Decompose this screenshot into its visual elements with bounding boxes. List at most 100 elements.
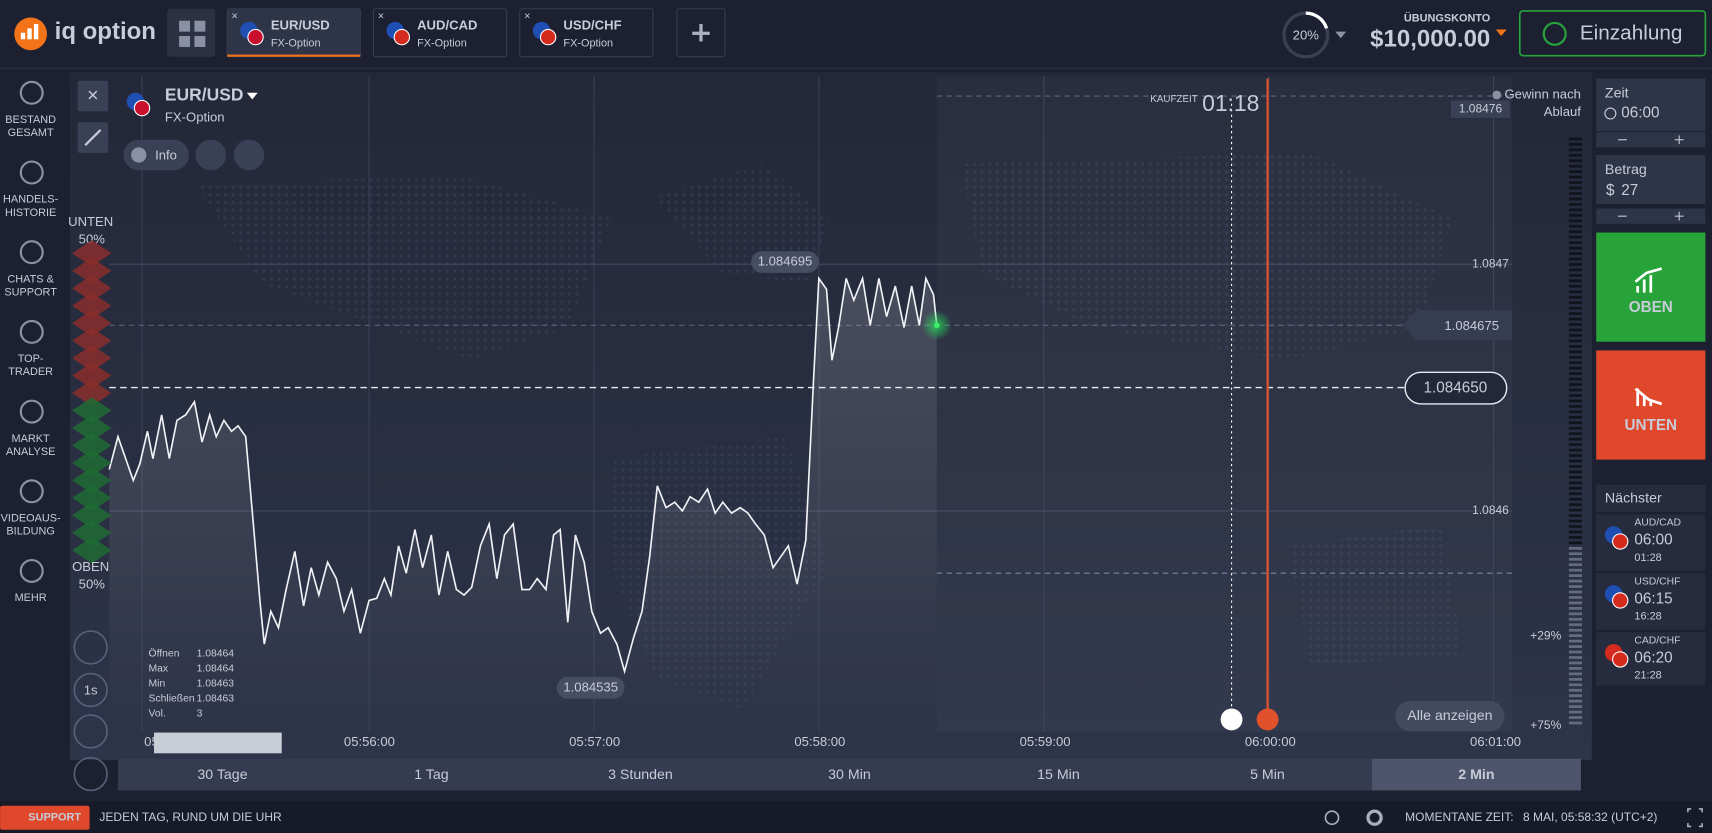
scale-tick [1568,339,1583,343]
deposit-button[interactable] [1518,10,1707,57]
sound-icon[interactable] [1324,810,1340,826]
up-icon [1634,267,1663,293]
tab-close: × [232,10,238,22]
ohlc-key: Öffnen [149,648,180,660]
collapse-icon [84,129,102,146]
scale-tick [1568,601,1583,605]
deposit-text: Einzahlung [1580,21,1683,44]
scale-tick [1568,290,1583,294]
scale-tick [1568,284,1583,288]
flag [393,28,411,46]
scale-tick [1568,623,1583,627]
currency: $ [1606,182,1615,199]
timeframe-active[interactable] [1371,758,1581,791]
scale-tick [1568,394,1583,397]
scale-tick [1568,585,1583,588]
grid-icon [194,36,206,47]
show-all-text: Alle anzeigen [1407,708,1492,724]
scale-tick [1568,536,1583,539]
tool-circle[interactable] [73,714,108,749]
sentiment-down-pct: 50% [79,232,106,247]
sidebar-label: MARKT [12,433,51,445]
fullscreen-icon[interactable] [1687,808,1703,828]
purchase-label: KAUFZEIT [1150,94,1197,105]
scale-tick [1568,497,1583,501]
timer-arc [1305,11,1329,29]
timeframe: 5 Min [1250,767,1285,783]
scale-tick [1568,596,1583,599]
price-tag [751,251,819,273]
up-text: OBEN [1629,299,1673,316]
support-button[interactable] [0,805,90,830]
tool-circle[interactable] [73,672,108,708]
sentiment-chevron [72,257,112,284]
sentiment-chevron [72,327,112,354]
price-strike: 1.084650 [1424,380,1488,397]
next-remaining: 21:28 [1634,670,1661,682]
amount-value: 27 [1621,182,1638,199]
balance-caret [1495,29,1507,37]
info-button[interactable] [123,139,189,171]
scale-tick [1568,721,1583,725]
tab[interactable] [519,8,654,58]
sidebar-label: MEHR [15,592,47,604]
strike-tag [1404,371,1508,405]
help-icon [1492,90,1502,100]
timeframe: 15 Min [1037,767,1080,783]
amount-label: Betrag [1605,162,1647,178]
sidebar-icon[interactable] [19,399,44,424]
sidebar-icon[interactable] [19,558,44,583]
timeframe-bar [117,758,1581,791]
expiry-marker [1256,708,1279,731]
scale-tick [1568,175,1583,179]
sidebar-icon[interactable] [19,160,44,185]
scale-tick [1568,579,1583,583]
show-all-button[interactable] [1395,700,1505,732]
ohlc-key: Min [149,679,166,690]
scale-tick [1568,224,1583,228]
scale-tick [1568,192,1583,195]
axis-label: 1.0847 [1472,256,1509,270]
scale-tick [1568,552,1583,556]
next-pair: CAD/CHF [1634,636,1680,647]
scale-tick [1568,410,1583,414]
scale-tick [1568,230,1583,234]
bell-button[interactable] [195,139,227,171]
sidebar-icon[interactable] [19,479,44,504]
timeframe: 30 Min [828,767,871,783]
payout-up: +29% [1530,629,1561,643]
scale-tick [1568,574,1583,577]
tool-button[interactable] [77,80,109,112]
scale-tick [1568,148,1583,152]
asset-caret [246,92,258,100]
scale-tick [1568,661,1583,665]
scale-tick [1568,514,1583,517]
settings-icon[interactable] [1366,809,1383,826]
scale-tick [1568,710,1583,714]
scale-tick [1568,213,1583,217]
star-button[interactable] [233,139,265,171]
speed-text: 1s [84,683,98,698]
flag [1612,651,1629,668]
tab-type: FX-Option [417,38,467,50]
scale-tick [1568,366,1583,370]
deposit-icon [1542,21,1567,46]
sentiment-up: OBEN [72,559,109,574]
sidebar-icon[interactable] [19,319,44,344]
tab[interactable] [372,8,508,58]
scale-tick [1568,617,1583,621]
tool-circle[interactable] [73,756,108,792]
scale-tick [1568,164,1583,168]
scale-tick [1568,459,1583,463]
sidebar-icon[interactable] [19,240,44,265]
sidebar-icon[interactable] [19,80,44,105]
tool-circle[interactable] [73,630,108,665]
down-text: UNTEN [1624,417,1677,434]
scale-tick [1568,208,1583,212]
scale-tick [1568,323,1583,326]
tab-pair: USD/CHF [563,18,621,33]
grid-button[interactable] [167,8,216,57]
scale-tick [1568,246,1583,250]
scale-tick [1568,355,1583,359]
next-remaining: 16:28 [1634,611,1661,623]
